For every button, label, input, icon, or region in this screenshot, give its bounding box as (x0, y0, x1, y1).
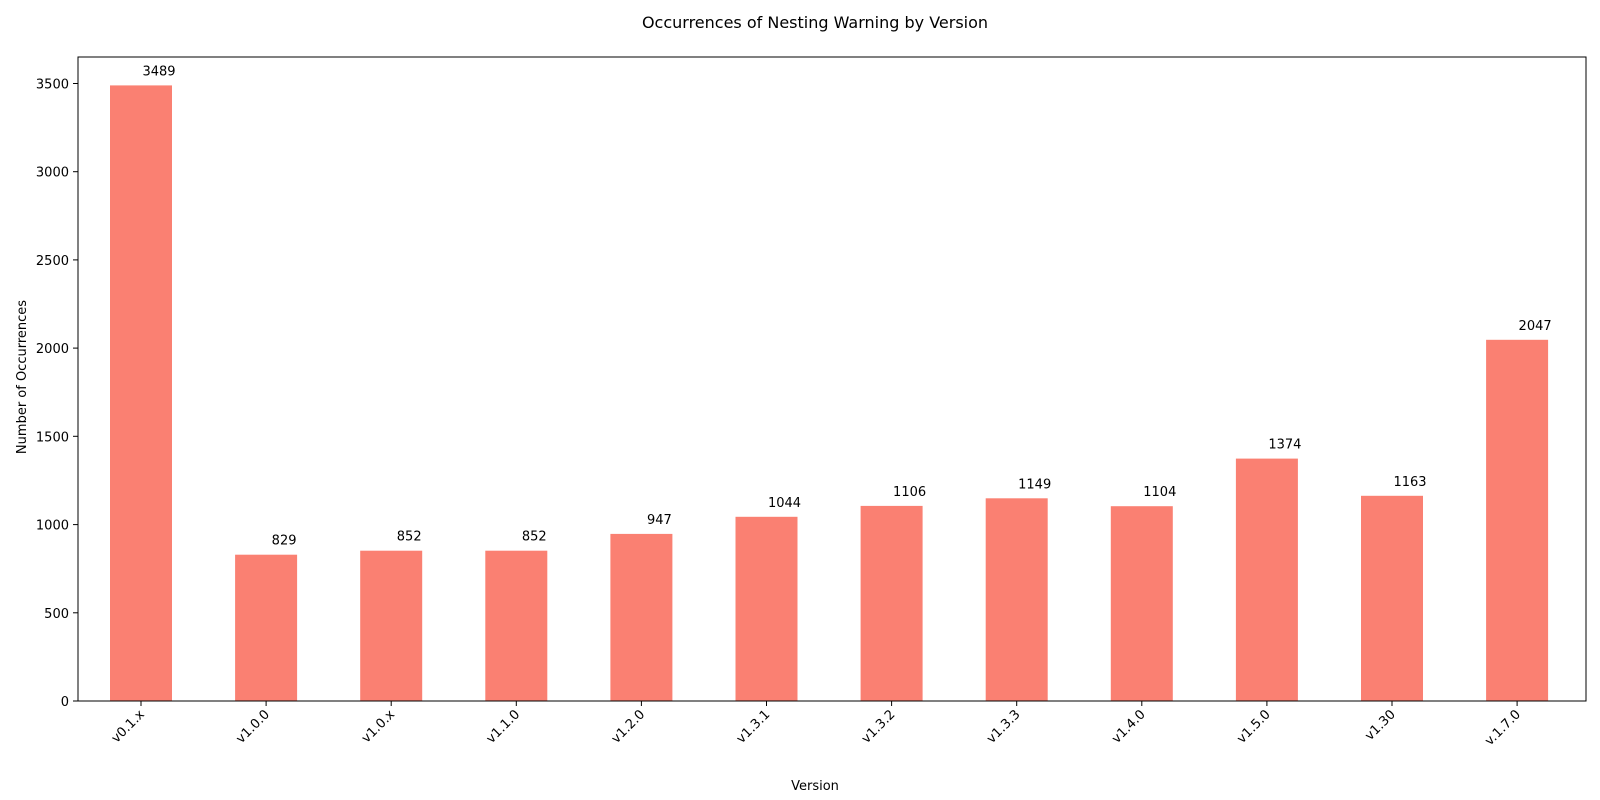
x-tick-label: v1.5.0 (1234, 707, 1273, 746)
y-tick-label: 1500 (36, 430, 69, 445)
y-tick-label: 1000 (36, 519, 69, 534)
y-tick-label: 0 (61, 695, 69, 710)
x-axis-label: Version (791, 779, 839, 794)
x-tick-label: v1.1.0 (484, 707, 523, 746)
data-labels: 3489 829 852 852 947 1044 1106 1149 1104 1374 1163… (142, 64, 1551, 548)
y-axis-label: Number of Occurrences (15, 300, 30, 454)
bar (1486, 339, 1549, 701)
y-tick-label: 3500 (36, 78, 69, 93)
bar-value-label: 947 (647, 513, 672, 528)
bar-value-label: 852 (522, 530, 547, 545)
bar (360, 550, 423, 701)
x-tick-label: v0.1.x (109, 707, 148, 746)
x-tick-label: v1.3.2 (859, 707, 898, 746)
bar (610, 533, 673, 701)
bar-value-label: 1374 (1268, 438, 1301, 453)
bar (1235, 458, 1298, 701)
bar-value-label: 1149 (1018, 477, 1051, 492)
x-tick-label: v1.0.x (359, 707, 398, 746)
bar-value-label: 2047 (1519, 319, 1552, 334)
x-tick-label: v1.0.0 (233, 707, 272, 746)
x-tick-label: v1.2.0 (609, 707, 648, 746)
x-tick-label: v1.3.3 (984, 707, 1023, 746)
bar (1110, 506, 1173, 701)
bar-value-label: 1163 (1393, 475, 1426, 490)
y-axis-ticks: 0 500 1000 1500 2000 2500 3000 3500 (36, 78, 78, 710)
bar-value-label: 1104 (1143, 485, 1176, 500)
bar-value-label: 1044 (768, 496, 801, 511)
bar (985, 498, 1048, 701)
bar (110, 85, 172, 701)
x-axis-ticks: v0.1.x v1.0.0 v1.0.x v1.1.0 v1.2.0 v1.3.1 v1.3… (109, 701, 1524, 749)
x-tick-label: v.1.7.0 (1482, 707, 1524, 749)
bar (735, 516, 798, 701)
y-tick-label: 2500 (36, 254, 69, 269)
bar-value-label: 1106 (893, 485, 926, 500)
bars-layer (110, 85, 1549, 701)
y-tick-label: 2000 (36, 342, 69, 357)
bar-value-label: 829 (272, 534, 297, 549)
plot-area-frame (77, 56, 1587, 702)
bar (860, 505, 923, 701)
x-tick-label: v1.3.1 (734, 707, 773, 746)
x-tick-label: v1.30 (1362, 707, 1399, 744)
chart-title: Occurrences of Nesting Warning by Versio… (642, 13, 988, 32)
bar (485, 550, 548, 701)
x-tick-label: v1.4.0 (1109, 707, 1148, 746)
bar-value-label: 3489 (142, 64, 175, 79)
y-tick-label: 500 (44, 607, 69, 622)
bar-value-label: 852 (397, 530, 422, 545)
bar (235, 554, 298, 701)
bar (1361, 495, 1423, 701)
y-tick-label: 3000 (36, 166, 69, 181)
